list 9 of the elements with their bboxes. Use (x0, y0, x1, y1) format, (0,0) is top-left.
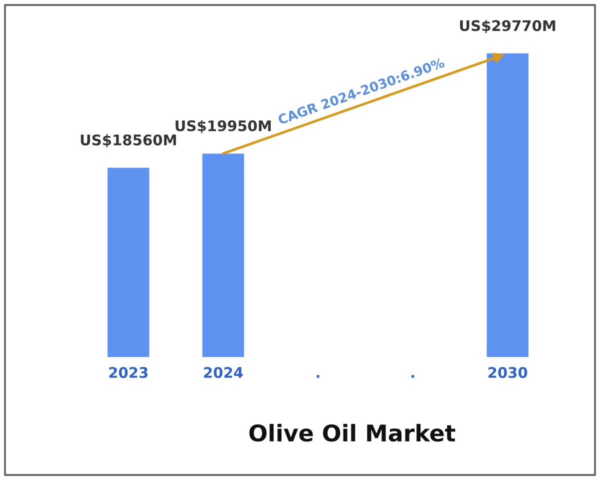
data-label: US$18560M (80, 134, 176, 148)
x-tick-label: 2024 (204, 366, 243, 378)
x-tick-label: 2030 (488, 366, 528, 378)
data-label: US$29770M (460, 20, 556, 34)
x-tick-label: . (316, 375, 320, 378)
text: Olive Oil Market (249, 424, 456, 442)
data-label: US$19950M (176, 120, 271, 134)
x-tick-label: 2023 (109, 366, 148, 378)
x-tick-label: . (412, 375, 414, 378)
